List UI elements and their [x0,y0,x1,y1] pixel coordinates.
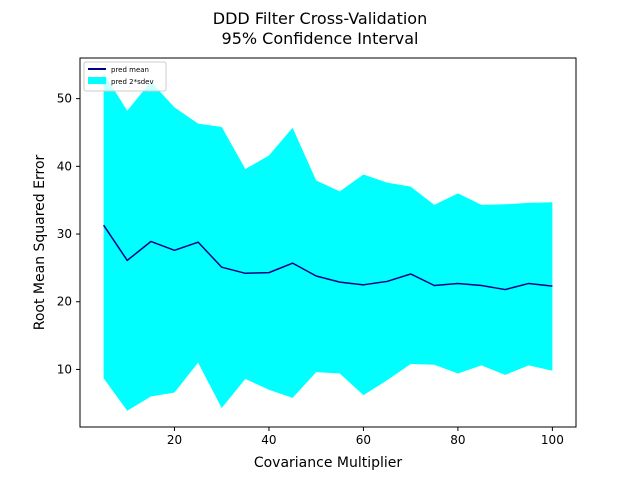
x-tick-label: 60 [356,433,371,447]
legend: pred mean pred 2*sdev [84,62,166,91]
y-tick-label: 30 [57,227,72,241]
x-tick-label: 80 [450,433,465,447]
x-tick-label: 100 [541,433,564,447]
legend-label-pred-mean: pred mean [111,66,149,74]
plot-area [104,73,553,411]
x-axis-label: Covariance Multiplier [254,455,403,471]
x-tick-label: 20 [167,433,182,447]
legend-swatch-pred-2sdev [88,77,106,84]
chart-subtitle: 95% Confidence Interval [222,29,419,48]
chart-title: DDD Filter Cross-Validation [213,9,427,28]
y-tick-label: 50 [57,92,72,106]
y-tick-label: 20 [57,295,72,309]
y-axis-label: Root Mean Squared Error [32,155,48,331]
legend-label-pred-2sdev: pred 2*sdev [111,78,154,86]
series-band-pred-2sdev [104,73,553,411]
x-tick-label: 40 [261,433,276,447]
y-tick-label: 10 [57,362,72,376]
y-tick-label: 40 [57,159,72,173]
y-axis: 10 20 30 40 50 [57,92,80,377]
x-axis: 20 40 60 80 100 [167,427,564,447]
